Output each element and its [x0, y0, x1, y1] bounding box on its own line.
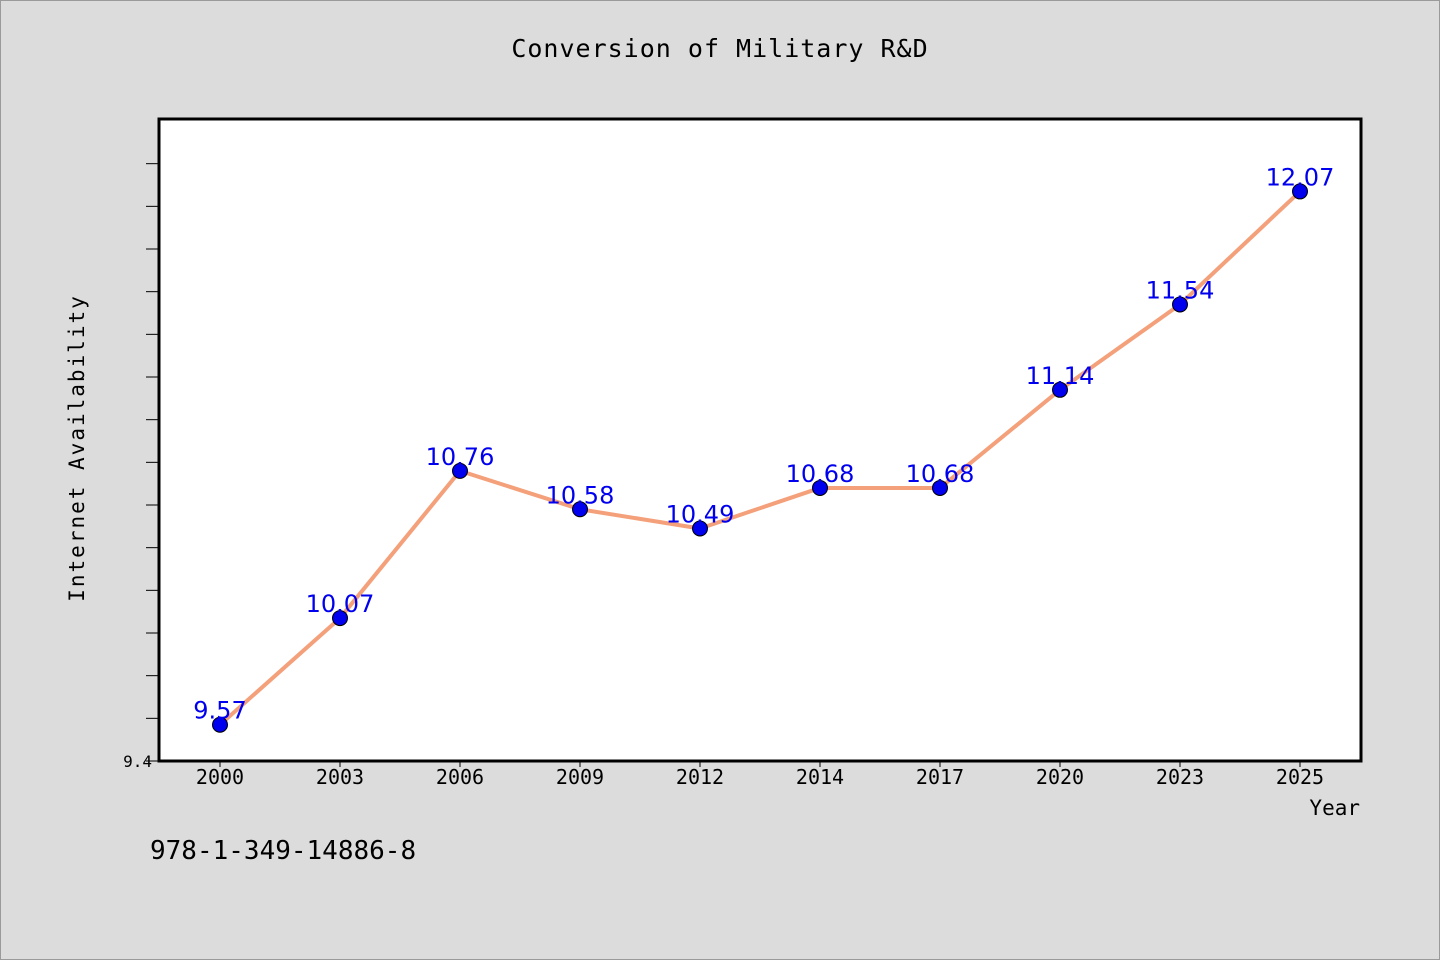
data-point-marker — [1172, 296, 1188, 313]
data-label: 9.57 — [193, 697, 246, 725]
x-tick-label: 2009 — [556, 765, 604, 789]
chart-title: Conversion of Military R&D — [511, 34, 929, 63]
x-tick-label: 2003 — [316, 765, 364, 789]
x-tick-label: 2014 — [796, 765, 844, 789]
x-tick-label: 2025 — [1276, 765, 1324, 789]
data-label: 12.07 — [1266, 163, 1335, 191]
data-point-marker — [692, 520, 708, 537]
marker-group — [212, 183, 1308, 733]
x-tick-label: 2000 — [196, 765, 244, 789]
data-point-marker — [452, 462, 468, 479]
plot-area — [157, 117, 1363, 763]
data-point-marker — [212, 716, 228, 733]
y-axis-ticks: 9.4 — [123, 163, 159, 771]
data-label-group: 9.57 10.07 10.76 10.58 10.49 10.68 10.68 11.14 1… — [193, 163, 1334, 724]
data-label: 10.76 — [426, 443, 495, 471]
isbn-text: 978-1-349-14886-8 — [150, 836, 417, 866]
x-tick-label: 2017 — [916, 765, 964, 789]
data-point-marker — [1052, 381, 1068, 398]
x-axis-label: Year — [1309, 796, 1360, 820]
x-tick-label: 2023 — [1156, 765, 1204, 789]
series-line-group — [218, 189, 1302, 727]
data-label: 10.58 — [546, 481, 615, 509]
data-label: 10.68 — [786, 460, 855, 488]
series-line — [218, 189, 1302, 727]
y-tick-label: 9.4 — [123, 752, 152, 771]
data-label: 10.07 — [306, 590, 375, 618]
data-label: 11.14 — [1026, 362, 1095, 390]
data-point-marker — [332, 610, 348, 627]
x-axis-ticks: 2000 2003 2006 2009 2012 2014 2017 2020 2023 2025 — [196, 761, 1324, 789]
data-label: 11.54 — [1146, 276, 1215, 304]
x-tick-label: 2006 — [436, 765, 484, 789]
data-point-marker — [932, 479, 948, 496]
data-label: 10.68 — [906, 460, 975, 488]
y-axis-label: Internet Availability — [65, 294, 89, 602]
data-point-marker — [1292, 183, 1308, 200]
data-point-marker — [812, 479, 828, 496]
x-tick-label: 2020 — [1036, 765, 1084, 789]
data-label: 10.49 — [666, 500, 735, 528]
data-point-marker — [572, 501, 588, 518]
x-tick-label: 2012 — [676, 765, 724, 789]
